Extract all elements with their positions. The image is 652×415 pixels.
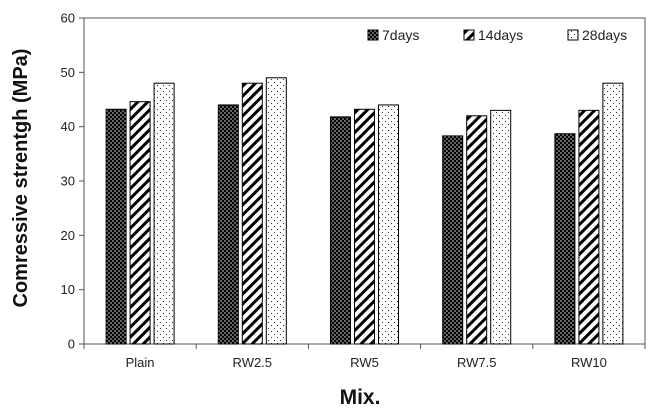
bar-28days-RW10 [602, 82, 624, 345]
y-tick-label: 30 [61, 174, 75, 189]
x-tick-label: RW2.5 [233, 355, 273, 370]
x-axis: Plain RW2.5 RW5 RW7.5 RW10 [83, 344, 646, 370]
legend-label-14days: 14days [478, 27, 523, 43]
bar-7days-RW2.5 [217, 104, 239, 345]
bar-28days-Plain [153, 82, 175, 345]
y-tick-label: 50 [61, 65, 75, 80]
x-tick-label: Plain [126, 355, 155, 370]
bars [105, 77, 624, 345]
bar-14days-RW2.5 [241, 82, 263, 345]
y-tick-label: 0 [68, 337, 75, 352]
bar-28days-RW2.5 [265, 77, 287, 345]
legend-label-7days: 7days [382, 27, 419, 43]
y-tick-label: 20 [61, 228, 75, 243]
bar-7days-RW7.5 [442, 135, 464, 345]
legend: 7days 14days 28days [367, 27, 627, 43]
y-axis-title: Comressive strentgh (MPa) [10, 49, 32, 308]
x-axis-title: Mix. [340, 386, 381, 409]
legend-swatch-7days [367, 29, 379, 41]
y-tick-label: 60 [61, 11, 75, 26]
bar-7days-Plain [105, 108, 127, 345]
bar-28days-RW7.5 [490, 109, 512, 345]
x-tick-label: RW7.5 [457, 355, 497, 370]
bar-28days-RW5 [378, 104, 399, 345]
legend-swatch-28days [567, 29, 579, 41]
y-tick-label: 10 [61, 282, 75, 297]
bar-14days-Plain [129, 101, 151, 345]
y-tick-label: 40 [61, 119, 75, 134]
x-tick-label: RW10 [571, 355, 607, 370]
legend-label-28days: 28days [582, 27, 627, 43]
legend-swatch-14days [463, 29, 475, 41]
y-axis: 0 10 20 30 40 50 60 [61, 11, 84, 352]
x-tick-label: RW5 [350, 355, 379, 370]
bar-7days-RW10 [554, 133, 576, 345]
bar-14days-RW7.5 [466, 115, 488, 345]
bar-7days-RW5 [330, 116, 351, 345]
bar-14days-RW5 [354, 108, 375, 345]
bar-14days-RW10 [578, 109, 600, 345]
